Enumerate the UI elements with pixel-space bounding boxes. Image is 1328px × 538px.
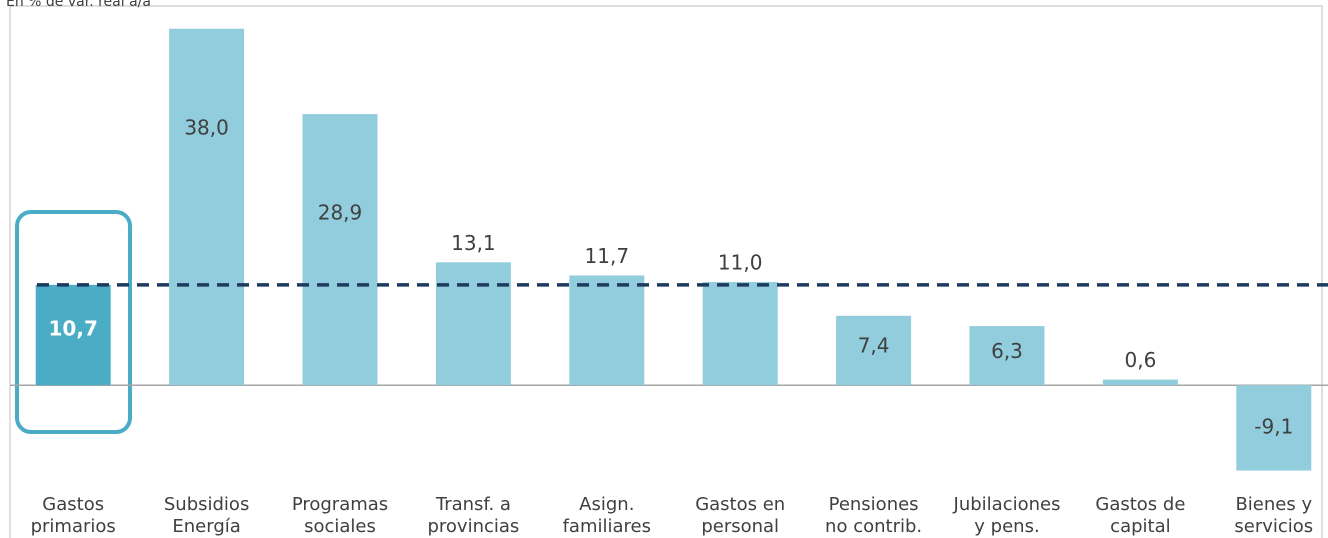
value-label: 11,0 [718, 251, 763, 275]
x-tick-label: Subsidios [164, 494, 249, 515]
bar [1236, 385, 1312, 471]
value-label: 11,7 [585, 244, 630, 268]
x-tick-label: Jubilaciones [953, 494, 1061, 515]
x-tick-label: Gastos [42, 494, 104, 515]
x-tick-label: sociales [304, 516, 376, 537]
x-tick-label: Bienes y [1235, 494, 1312, 515]
x-tick-label: y pens. [974, 516, 1039, 537]
bar [169, 28, 245, 386]
x-tick-label: familiares [563, 516, 651, 537]
x-tick-label: provincias [427, 516, 519, 537]
value-label: 10,7 [49, 316, 98, 340]
x-tick-label: Gastos de [1095, 494, 1185, 515]
x-tick-label: Pensiones [829, 494, 919, 515]
bar [702, 282, 778, 386]
value-label: 13,1 [451, 231, 496, 255]
bar [35, 284, 111, 386]
highlight-box [15, 210, 132, 434]
value-label: -9,1 [1254, 414, 1293, 438]
bar [569, 275, 645, 386]
bar [435, 262, 511, 386]
x-tick-label: Asign. [579, 494, 634, 515]
bar [302, 114, 378, 386]
value-label: 7,4 [858, 334, 890, 358]
x-tick-label: servicios [1234, 516, 1313, 537]
value-label: 38,0 [184, 115, 229, 139]
x-tick-label: capital [1110, 516, 1170, 537]
bar [1102, 379, 1178, 386]
x-tick-label: personal [701, 516, 779, 537]
value-label: 0,6 [1124, 348, 1156, 372]
x-tick-label: Gastos en [695, 494, 785, 515]
x-tick-label: Transf. a [435, 494, 511, 515]
value-label: 28,9 [318, 201, 363, 225]
frame [9, 5, 1323, 538]
bar [969, 326, 1045, 386]
x-tick-label: Energía [172, 516, 240, 537]
x-tick-label: Programas [292, 494, 388, 515]
x-tick-label: primarios [31, 516, 116, 537]
value-label: 6,3 [991, 339, 1023, 363]
bar [836, 315, 912, 386]
chart-subtitle: En % de var. real a/a [6, 0, 151, 10]
x-tick-label: no contrib. [825, 516, 922, 537]
